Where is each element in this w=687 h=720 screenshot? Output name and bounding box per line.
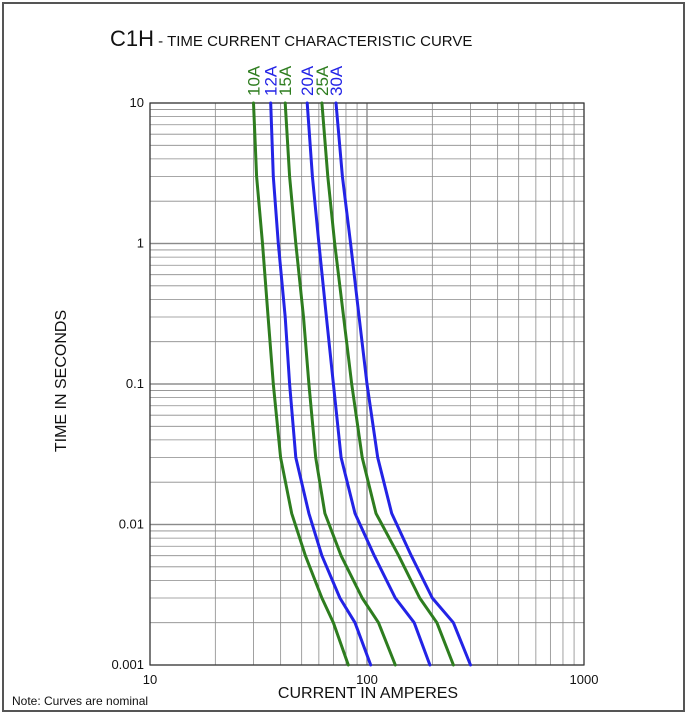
series-curve-25a (320, 101, 455, 667)
plot-area-border (149, 102, 585, 666)
series-curve-30a (334, 101, 472, 667)
series-layer (252, 101, 472, 667)
series-label-15a: 15A (276, 65, 295, 96)
note-text: Note: Curves are nominal (12, 694, 148, 708)
y-tick-label: 1 (137, 236, 144, 251)
x-axis-label: CURRENT IN AMPERES (278, 685, 458, 702)
y-tick-label: 10 (130, 95, 144, 110)
series-curve-15a (283, 101, 397, 667)
series-curve-10a (252, 101, 350, 667)
series-curve-12a (269, 101, 373, 667)
x-tick-label: 1000 (570, 672, 599, 687)
y-tick-label: 0.1 (126, 376, 144, 391)
series-curve-20a (305, 101, 432, 667)
y-tick-label: 0.01 (119, 517, 144, 532)
tick-layer: 10 100 1000 10 1 0.1 0.01 0.001 (111, 95, 598, 687)
grid-layer (149, 102, 585, 666)
x-tick-label: 10 (143, 672, 157, 687)
series-label-30a: 30A (327, 65, 346, 96)
series-label-12a: 12A (262, 65, 281, 96)
x-tick-label: 100 (356, 672, 378, 687)
series-label-25a: 25A (313, 65, 332, 96)
chart-title-main: C1H (110, 26, 154, 51)
chart-title-sub: - TIME CURRENT CHARACTERISTIC CURVE (154, 33, 472, 50)
series-label-10a: 10A (245, 65, 264, 96)
series-label-20a: 20A (298, 65, 317, 96)
chart-title: C1H - TIME CURRENT CHARACTERISTIC CURVE (110, 26, 472, 51)
y-tick-label: 0.001 (111, 657, 144, 672)
y-axis-label: TIME IN SECONDS (53, 310, 70, 452)
